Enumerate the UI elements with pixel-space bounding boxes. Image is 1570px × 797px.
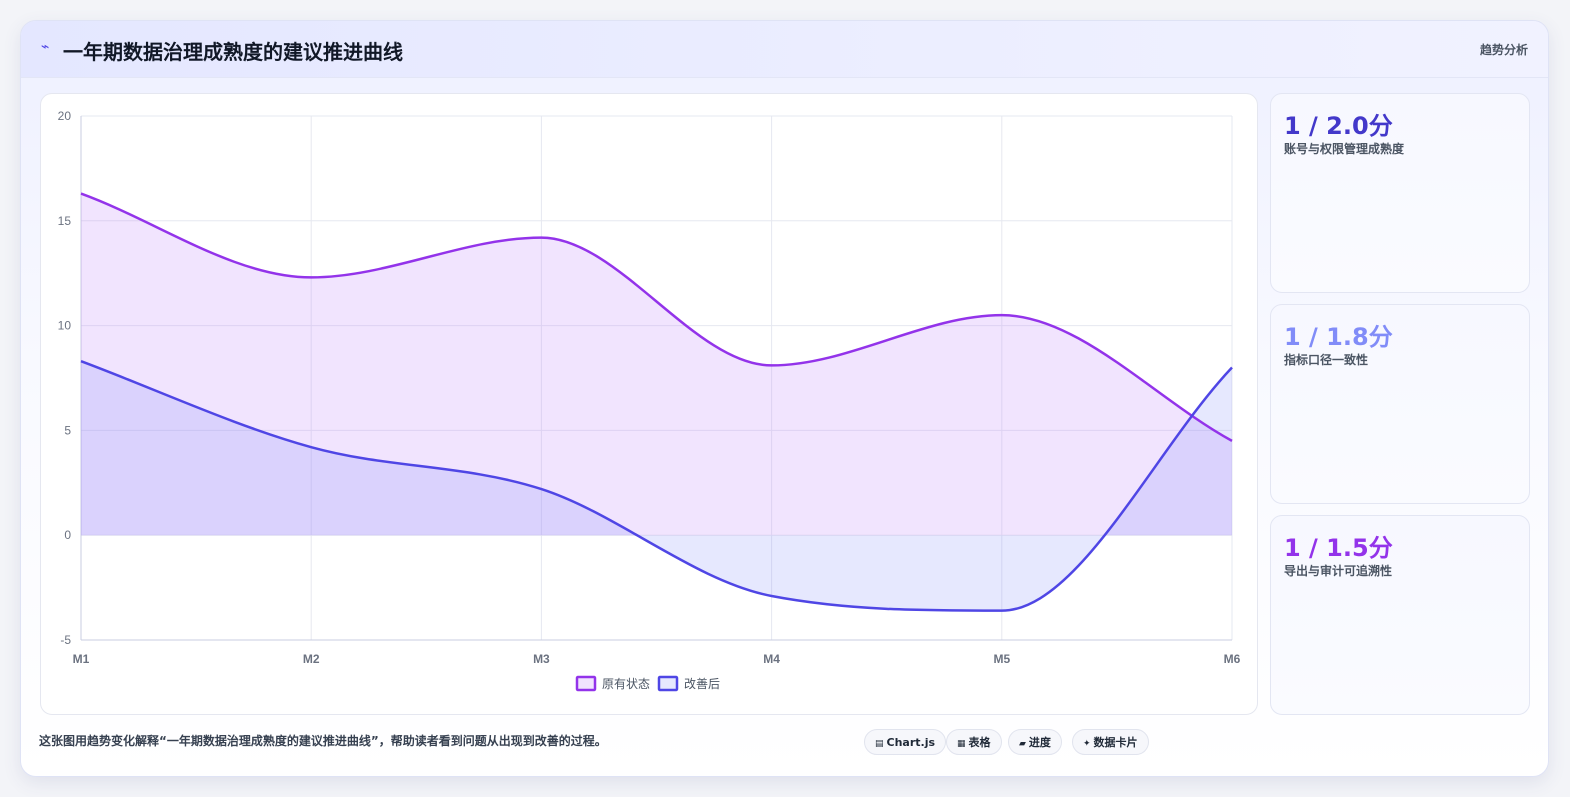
series-line-0 <box>80 192 1233 442</box>
chip-datacard[interactable]: ✦ 数据卡片 <box>1072 729 1149 755</box>
chart-panel: 20 15 10 5 0 -5 M1 M2 M3 M4 M5 M6 原有状态 改善后 <box>40 93 1258 715</box>
page-title: 一年期数据治理成熟度的建议推进曲线 <box>63 40 403 64</box>
series-area-0 <box>81 193 1232 536</box>
kpi-label: 指标口径一致性 <box>1284 353 1369 367</box>
legend-swatch <box>575 675 597 692</box>
chart-icon: ▤ <box>875 739 884 749</box>
chip-chartjs[interactable]: ▤ Chart.js <box>864 729 947 755</box>
progress-icon: ▰ <box>1019 739 1026 749</box>
sparkle-icon: ✦ <box>1083 739 1091 749</box>
x-tick-label: M5 <box>993 652 1010 666</box>
y-tick-label: 0 <box>64 528 71 542</box>
chip-label: 数据卡片 <box>1093 736 1138 749</box>
x-tick-label: M2 <box>303 652 320 666</box>
chip-label: Chart.js <box>886 736 936 749</box>
kpi-card-metric: 1 / 1.8分 指标口径一致性 <box>1270 304 1530 504</box>
kpi-card-account: 1 / 2.0分 账号与权限管理成熟度 <box>1270 93 1530 293</box>
y-tick-label: 10 <box>58 319 72 333</box>
card-header: ⌁ 一年期数据治理成熟度的建议推进曲线 趋势分析 <box>21 21 1548 78</box>
x-tick-label: M4 <box>763 652 780 666</box>
series-line-1 <box>80 360 1233 612</box>
lightning-icon: ⌁ <box>41 39 50 55</box>
x-tick-label: M6 <box>1224 652 1241 666</box>
y-tick-label: 20 <box>58 109 72 123</box>
y-tick-label: -5 <box>60 633 71 647</box>
chip-label: 进度 <box>1028 736 1051 749</box>
area-chart: 20 15 10 5 0 -5M1 M2 M3 M4 M5 M6 原有状态 改善后 <box>58 109 1241 692</box>
header-tag: 趋势分析 <box>1479 43 1528 57</box>
kpi-value: 1 / 1.8分 <box>1284 323 1393 351</box>
y-tick-label: 15 <box>58 214 72 228</box>
legend-label: 改善后 <box>684 676 720 691</box>
legend-label: 原有状态 <box>602 677 650 691</box>
kpi-value: 1 / 1.5分 <box>1284 534 1393 562</box>
table-icon: ▦ <box>957 739 966 749</box>
kpi-label: 导出与审计可追溯性 <box>1284 564 1393 578</box>
chip-label: 表格 <box>968 736 991 749</box>
chart-card: ⌁ 一年期数据治理成熟度的建议推进曲线 趋势分析 20 15 10 5 0 -5 M1 M2 M… <box>20 20 1549 777</box>
chart-description: 这张图用趋势变化解释“一年期数据治理成熟度的建议推进曲线”，帮助读者看到问题从出… <box>39 734 607 748</box>
kpi-label: 账号与权限管理成熟度 <box>1284 142 1405 156</box>
y-tick-label: 5 <box>64 423 71 437</box>
chip-table[interactable]: ▦ 表格 <box>946 729 1002 755</box>
x-tick-label: M1 <box>73 652 90 666</box>
legend-swatch <box>657 675 679 692</box>
x-tick-label: M3 <box>533 652 550 666</box>
kpi-value: 1 / 2.0分 <box>1284 112 1393 140</box>
series-area-1 <box>81 361 1232 611</box>
chip-progress[interactable]: ▰ 进度 <box>1008 729 1062 755</box>
kpi-card-audit: 1 / 1.5分 导出与审计可追溯性 <box>1270 515 1530 715</box>
